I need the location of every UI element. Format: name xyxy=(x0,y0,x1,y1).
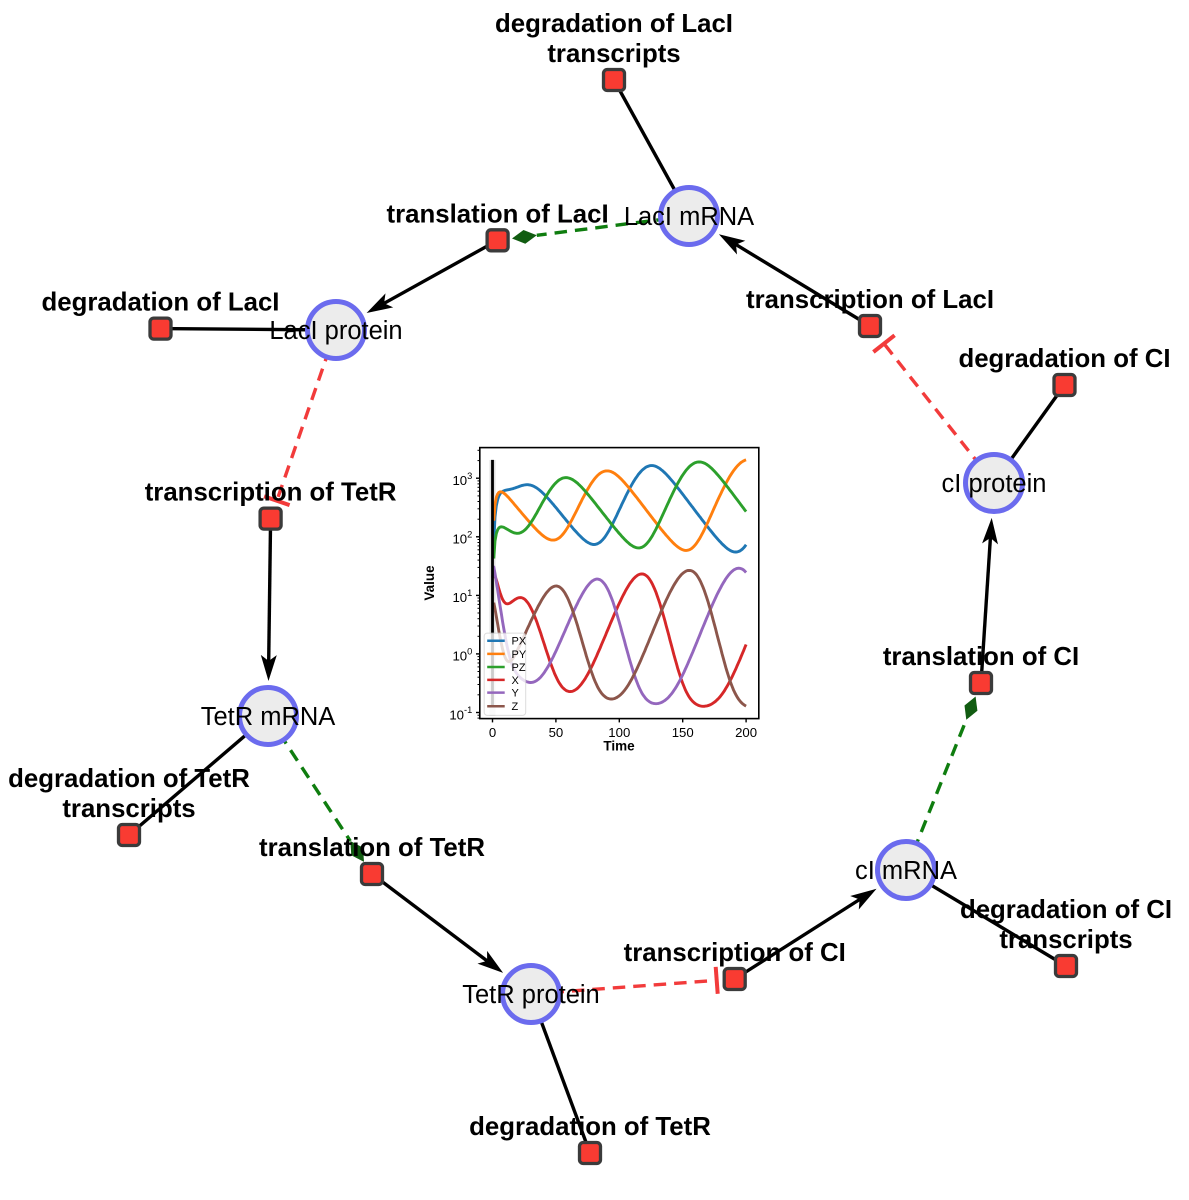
svg-text:transcripts: transcripts xyxy=(547,40,680,68)
svg-text:translation of LacI: translation of LacI xyxy=(387,200,609,228)
svg-text:200: 200 xyxy=(735,725,757,740)
svg-text:degradation of LacI: degradation of LacI xyxy=(495,10,733,38)
svg-text:Y: Y xyxy=(512,688,520,700)
svg-text:150: 150 xyxy=(672,725,694,740)
svg-text:transcription of TetR: transcription of TetR xyxy=(145,479,397,507)
svg-text:LacI mRNA: LacI mRNA xyxy=(624,203,754,231)
svg-text:translation of TetR: translation of TetR xyxy=(259,834,485,862)
svg-text:degradation of CI: degradation of CI xyxy=(958,345,1170,373)
svg-text:50: 50 xyxy=(549,725,564,740)
svg-text:TetR protein: TetR protein xyxy=(462,981,600,1009)
svg-text:translation of CI: translation of CI xyxy=(883,643,1079,671)
svg-text:Time: Time xyxy=(603,739,635,754)
svg-text:degradation of CI: degradation of CI xyxy=(960,896,1172,924)
svg-text:degradation of TetR: degradation of TetR xyxy=(469,1113,711,1141)
svg-text:cI mRNA: cI mRNA xyxy=(855,857,957,885)
svg-text:X: X xyxy=(512,675,520,687)
svg-text:transcripts: transcripts xyxy=(62,795,195,823)
svg-text:transcripts: transcripts xyxy=(999,926,1132,954)
svg-text:Z: Z xyxy=(512,701,519,713)
svg-text:transcription of CI: transcription of CI xyxy=(624,939,846,967)
svg-text:0: 0 xyxy=(489,725,496,740)
svg-text:Value: Value xyxy=(422,565,437,601)
svg-text:LacI protein: LacI protein xyxy=(269,317,402,345)
svg-text:transcription of LacI: transcription of LacI xyxy=(746,286,994,314)
svg-text:cI protein: cI protein xyxy=(942,470,1047,498)
svg-text:PZ: PZ xyxy=(512,662,526,674)
svg-text:degradation of LacI: degradation of LacI xyxy=(42,289,280,317)
svg-text:TetR mRNA: TetR mRNA xyxy=(201,703,336,731)
svg-text:PY: PY xyxy=(512,649,527,661)
svg-text:100: 100 xyxy=(608,725,630,740)
svg-text:PX: PX xyxy=(512,636,527,648)
svg-text:degradation of TetR: degradation of TetR xyxy=(8,765,250,793)
